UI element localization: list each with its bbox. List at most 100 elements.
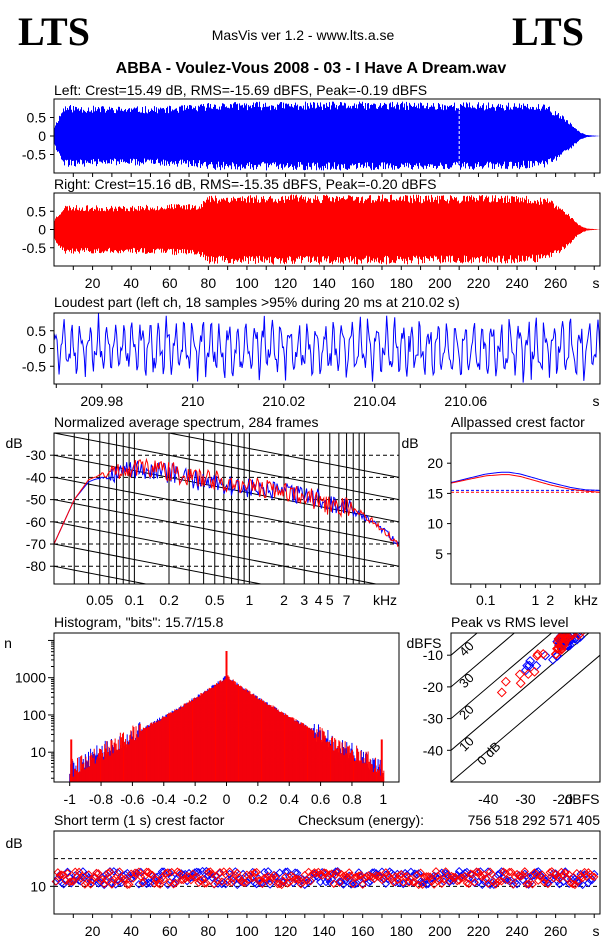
y-axis-label: dB — [5, 835, 22, 851]
crest-point — [551, 870, 560, 879]
crest-point — [111, 873, 120, 882]
crest-point — [562, 873, 572, 883]
x-tick-label: 140 — [312, 275, 336, 291]
crest-right-trace — [450, 474, 601, 493]
x-tick-label: -0.6 — [120, 791, 144, 807]
slope-line — [54, 476, 399, 545]
scatter-point — [532, 649, 543, 660]
allpassed-crest-title: Allpassed crest factor — [451, 414, 585, 430]
crest-point — [412, 870, 421, 879]
x-tick-label: 0.1 — [125, 592, 145, 608]
x-tick-label: -30 — [515, 791, 535, 807]
y-tick-label: 0.5 — [27, 110, 47, 126]
x-tick-label: 210.06 — [444, 393, 487, 409]
crest-point — [495, 876, 504, 885]
crest-point — [479, 870, 489, 880]
x-tick-label: 120 — [274, 275, 298, 291]
crest-point — [53, 868, 63, 877]
crest-point — [229, 874, 238, 883]
x-tick-label: 210.02 — [262, 393, 305, 409]
scatter-point — [529, 666, 540, 677]
x-tick-label: -20 — [553, 791, 573, 807]
crest-point — [464, 879, 474, 889]
crest-point — [462, 867, 472, 877]
crest-diagonal — [451, 633, 590, 751]
crest-point — [219, 867, 229, 876]
x-tick-label: 210.04 — [353, 393, 396, 409]
crest-point — [360, 873, 369, 882]
x-tick-label: 0.2 — [159, 592, 179, 608]
crest-point — [84, 870, 93, 879]
x-tick-label: 180 — [390, 923, 414, 939]
crest-point — [518, 870, 528, 880]
crest-point — [271, 873, 281, 883]
crest-point — [487, 869, 497, 879]
crest-point — [570, 880, 580, 890]
crest-point — [462, 878, 472, 888]
short-term-crest-title: Short term (1 s) crest factor — [54, 812, 225, 828]
scatter-point — [522, 660, 533, 671]
slope-line — [54, 499, 399, 567]
crest-point — [339, 880, 348, 889]
crest-point — [107, 878, 117, 887]
crest-point — [101, 875, 111, 885]
y-tick-label: 100 — [23, 707, 47, 723]
crest-point — [485, 867, 495, 876]
crest-point — [69, 877, 78, 886]
crest-point — [385, 872, 394, 882]
crest-point — [298, 878, 308, 887]
crest-point — [281, 867, 290, 877]
peak-vs-rms-title: Peak vs RMS level — [451, 614, 568, 630]
x-tick-label: 200 — [428, 923, 452, 939]
crest-point — [260, 873, 269, 883]
x-tick-label: 260 — [544, 275, 568, 291]
scatter-point — [496, 687, 507, 698]
y-tick-label: 5 — [435, 546, 443, 562]
y-tick-label: -30 — [423, 711, 443, 727]
y-tick-label: -50 — [26, 492, 46, 508]
x-tick-label: 3 — [300, 592, 308, 608]
x-tick-label: 220 — [467, 275, 491, 291]
crest-point — [331, 870, 340, 879]
crest-point — [225, 867, 234, 876]
scatter-point — [560, 633, 571, 644]
crest-point — [479, 877, 489, 886]
crest-point — [275, 868, 284, 877]
scatter-point — [532, 650, 543, 661]
crest-point — [508, 880, 518, 889]
x-tick-label: 4 — [315, 592, 323, 608]
crest-point — [61, 876, 70, 885]
x-tick-label: 40 — [123, 923, 139, 939]
crest-point — [429, 880, 439, 889]
crest-point — [329, 879, 338, 888]
scatter-point — [550, 649, 561, 660]
spectrum-chart: dB-30 -40 -50 -60 -70 -80 0.05 0.1 0.2 0.5 1 2 3 4 5 7 k… — [5, 432, 400, 608]
crest-point — [306, 876, 315, 886]
peak-vs-rms-frame — [450, 632, 601, 783]
loudest-part-trace — [53, 313, 601, 383]
crest-point — [564, 870, 574, 879]
crest-point — [105, 867, 115, 877]
crest-point — [256, 876, 265, 885]
crest-point — [304, 867, 313, 877]
y-axis-label: n — [4, 635, 12, 651]
crest-point — [588, 871, 597, 881]
x-tick-label: 7 — [343, 592, 351, 608]
y-tick-label: -10 — [423, 647, 443, 663]
crest-point — [497, 867, 506, 876]
x-tick-label: -40 — [478, 791, 498, 807]
y-tick-label: -70 — [26, 536, 46, 552]
x-tick-label: 0.6 — [311, 791, 331, 807]
crest-point — [126, 874, 136, 883]
right-waveform-title: Right: Crest=15.16 dB, RMS=-15.35 dBFS, … — [54, 176, 436, 192]
crest-point — [456, 873, 466, 882]
loudest-part-title: Loudest part (left ch, 18 samples >95% d… — [54, 294, 460, 310]
crest-point — [269, 870, 279, 880]
diagonal-label: 30 — [456, 670, 477, 691]
crest-point — [325, 870, 335, 879]
waveform-trace — [54, 101, 600, 171]
crest-point — [175, 868, 184, 877]
crest-point — [134, 880, 144, 889]
